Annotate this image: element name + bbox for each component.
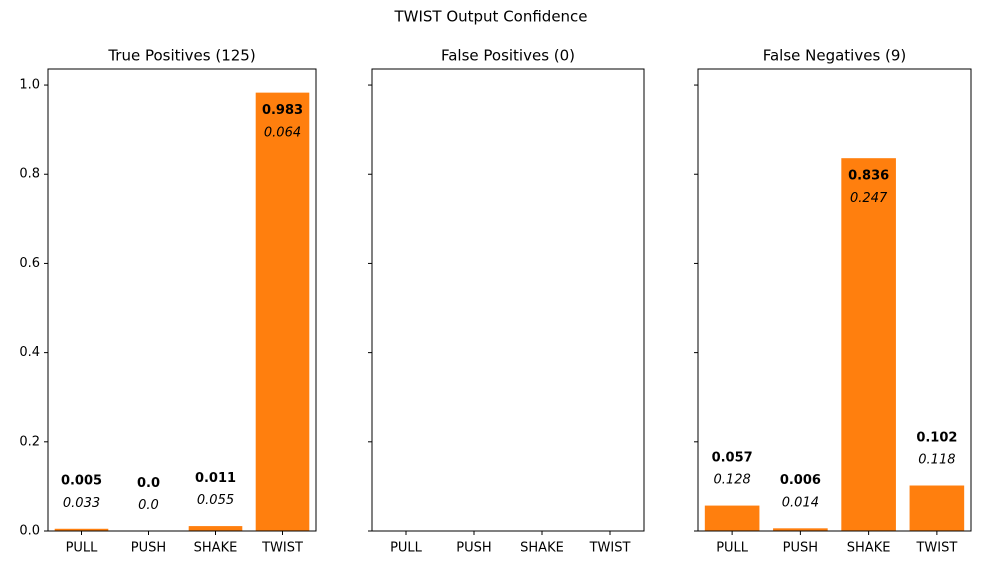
chart-title: False Positives (0) xyxy=(441,47,575,65)
std-label: 0.118 xyxy=(918,453,955,468)
value-label: 0.102 xyxy=(916,430,957,445)
std-label: 0.055 xyxy=(197,493,234,508)
value-label: 0.983 xyxy=(262,103,303,118)
y-tick-label: 0.8 xyxy=(19,167,40,182)
x-tick-label: SHAKE xyxy=(520,541,564,556)
bar xyxy=(704,505,760,531)
std-label: 0.033 xyxy=(63,496,100,511)
x-tick-label: PUSH xyxy=(456,541,491,556)
x-tick-label: PUSH xyxy=(783,541,818,556)
y-tick-label: 0.6 xyxy=(19,256,40,271)
x-tick-label: TWIST xyxy=(589,541,631,556)
bar xyxy=(773,528,828,531)
x-tick-label: TWIST xyxy=(915,541,957,556)
y-tick-label: 0.0 xyxy=(19,524,40,539)
value-label: 0.0 xyxy=(137,476,160,491)
figure-title: TWIST Output Confidence xyxy=(393,8,587,26)
std-label: 0.247 xyxy=(850,191,888,206)
chart-title: True Positives (125) xyxy=(107,47,255,65)
bar xyxy=(841,158,896,531)
value-label: 0.057 xyxy=(712,450,753,465)
bar xyxy=(255,92,310,531)
std-label: 0.128 xyxy=(714,473,751,488)
value-label: 0.005 xyxy=(61,474,102,489)
bar xyxy=(188,526,243,531)
value-label: 0.836 xyxy=(848,169,889,184)
bar xyxy=(909,485,965,531)
x-tick-label: PULL xyxy=(66,541,99,556)
x-tick-label: PULL xyxy=(390,541,423,556)
y-tick-label: 0.4 xyxy=(19,345,40,360)
value-label: 0.006 xyxy=(780,473,821,488)
y-tick-label: 0.2 xyxy=(19,434,40,449)
y-tick-label: 1.0 xyxy=(19,78,40,93)
x-tick-label: SHAKE xyxy=(847,541,891,556)
std-label: 0.014 xyxy=(782,495,819,510)
x-tick-label: TWIST xyxy=(261,541,303,556)
x-tick-label: SHAKE xyxy=(194,541,238,556)
x-tick-label: PUSH xyxy=(131,541,166,556)
axes-frame xyxy=(47,68,317,532)
x-tick-label: PULL xyxy=(716,541,749,556)
axes-frame xyxy=(697,68,972,532)
std-label: 0.064 xyxy=(264,125,301,140)
bar xyxy=(54,528,109,531)
chart-title: False Negatives (9) xyxy=(763,47,907,65)
std-label: 0.0 xyxy=(138,498,159,513)
value-label: 0.011 xyxy=(195,471,236,486)
axes-frame xyxy=(371,68,645,532)
